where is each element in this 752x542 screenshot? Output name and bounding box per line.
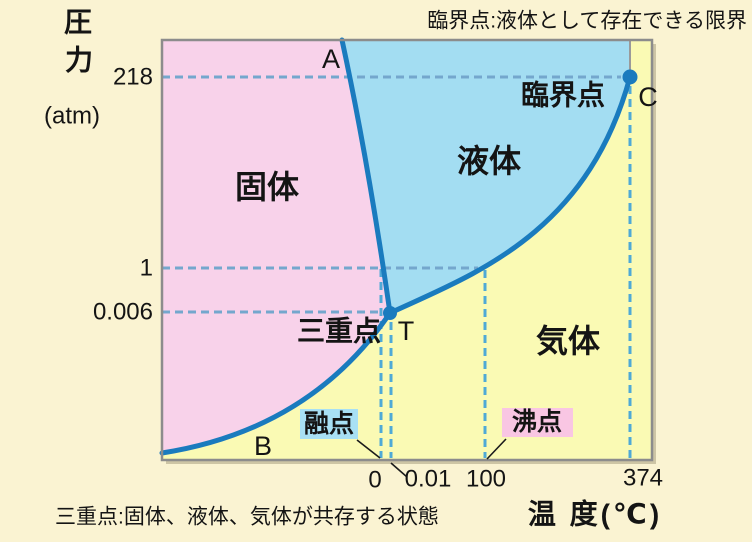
x-tick-0: 0 <box>368 467 381 494</box>
melting-callout-connector <box>356 439 381 459</box>
liquid-region-label: 液体 <box>457 143 521 179</box>
point-c-label: C <box>638 82 658 112</box>
y-tick-218: 218 <box>113 64 153 91</box>
top-caption: 臨界点:液体として存在できる限界 <box>427 10 747 33</box>
gas-region-label: 気体 <box>536 323 600 359</box>
vaporization-curve <box>387 74 633 316</box>
melting-point-callout-box <box>300 409 358 439</box>
plot-border <box>160 38 654 462</box>
melting-curve <box>339 37 393 316</box>
tick-001-connector <box>390 462 408 478</box>
y-axis-title-char2: 力 <box>65 45 93 76</box>
boiling-callout-connector <box>486 438 507 460</box>
solid-region-label: 固体 <box>235 169 299 205</box>
triple-point-dot <box>383 306 397 320</box>
bottom-caption: 三重点:固体、液体、気体が共存する状態 <box>55 506 439 529</box>
sublimation-curve <box>159 310 393 456</box>
melting-point-label: 融点 <box>304 410 354 438</box>
x-tick-100: 100 <box>466 466 506 493</box>
triple-point-label: 三重点 <box>297 316 381 347</box>
boiling-point-callout-box <box>502 408 573 437</box>
critical-point-dot <box>622 69 638 85</box>
point-t-label: T <box>398 316 415 346</box>
point-a-label: A <box>322 44 340 74</box>
y-axis-title-char1: 圧 <box>64 7 92 38</box>
point-b-label: B <box>254 431 272 461</box>
critical-point-label: 臨界点 <box>521 79 605 111</box>
y-axis-unit: (atm) <box>44 103 100 130</box>
x-tick-374: 374 <box>623 465 663 492</box>
boiling-point-label: 沸点 <box>512 408 562 436</box>
y-tick-1: 1 <box>140 255 153 282</box>
solid-region <box>162 40 390 453</box>
y-tick-0006: 0.006 <box>93 299 153 326</box>
x-tick-001: 0.01 <box>405 466 452 493</box>
liquid-region <box>342 40 630 313</box>
x-axis-title: 温 度(℃) <box>528 499 662 530</box>
